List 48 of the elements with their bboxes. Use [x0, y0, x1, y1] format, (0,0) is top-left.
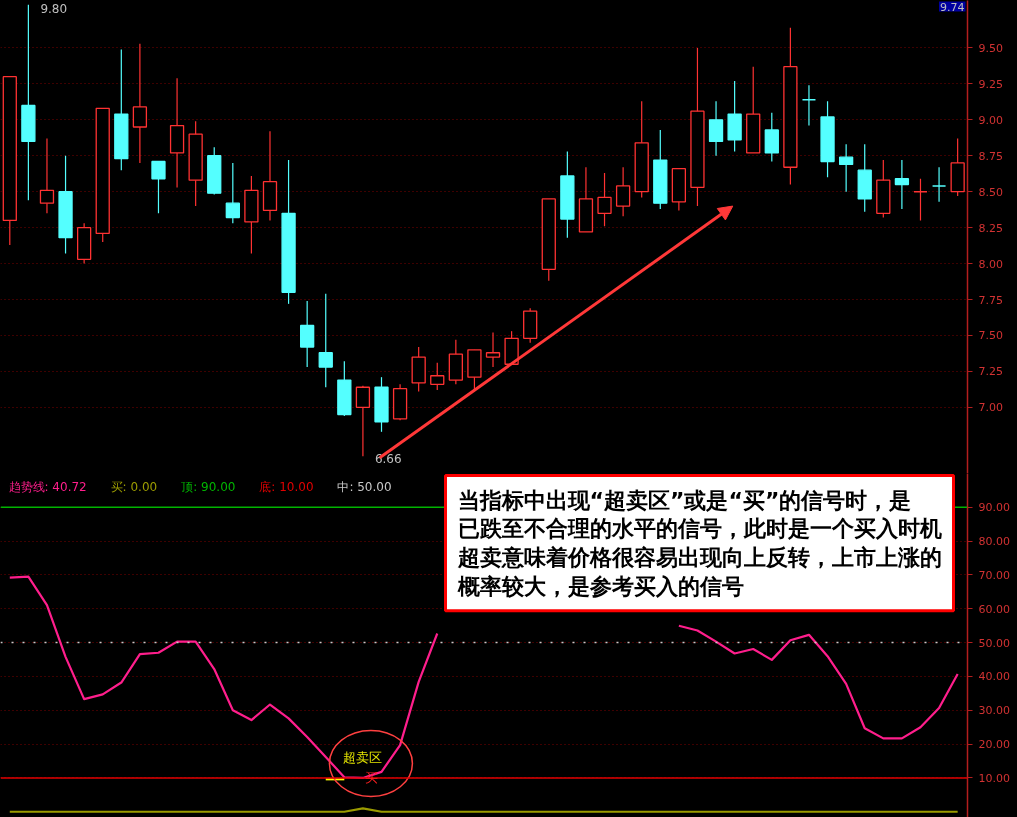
- ref-line-label: 顶: 90.00: [181, 479, 236, 494]
- candlestick: [300, 300, 315, 368]
- y-tick-label: 70.00: [978, 568, 1010, 582]
- candlestick: [615, 166, 631, 217]
- annotation: 超卖区: [343, 750, 383, 766]
- annotation: 当指标中出现“超卖区”或是“买”的信号时，是已跌至不合理的水平的信号，此时是一个买入时机超卖意味着价格很容易出现向上反转，上市上涨的概率较大，是参考买入的信号: [456, 487, 942, 599]
- candlestick: [355, 385, 371, 457]
- annotation: 9.74: [940, 0, 965, 14]
- candlestick: [801, 84, 817, 127]
- ref-line-label: 底: 10.00: [259, 479, 314, 494]
- y-tick-label: 7.75: [978, 293, 1003, 307]
- y-tick-label: 8.50: [978, 185, 1003, 199]
- y-tick-label: 8.00: [978, 257, 1003, 271]
- candlestick: [485, 332, 501, 368]
- y-tick-label: 40.00: [978, 670, 1010, 684]
- ref-line-label: 中: 50.00: [337, 479, 392, 494]
- y-tick-label: 9.00: [978, 113, 1003, 127]
- y-tick-label: 7.25: [978, 365, 1003, 379]
- candlestick: [132, 43, 148, 164]
- candlestick: [764, 112, 779, 163]
- y-tick-label: 60.00: [978, 602, 1010, 616]
- y-tick-label: 50.00: [978, 636, 1010, 650]
- annotation: 9.80: [40, 2, 68, 17]
- y-tick-label: 7.00: [978, 401, 1003, 415]
- candlestick: [225, 162, 240, 224]
- candlestick: [931, 166, 947, 203]
- candlestick: [318, 293, 333, 388]
- text: 趋势线: 40.72: [8, 479, 87, 494]
- y-tick-label: 80.00: [978, 535, 1010, 549]
- y-tick-label: 20.00: [978, 738, 1010, 752]
- y-tick-label: 7.50: [978, 329, 1003, 343]
- candlestick: [39, 137, 55, 214]
- annotation: 6.66: [374, 451, 402, 466]
- y-tick-label: 10.00: [978, 771, 1010, 785]
- candlestick: [151, 160, 166, 214]
- y-tick-label: 9.50: [978, 41, 1003, 55]
- candlestick: [894, 159, 910, 210]
- candlestick: [838, 143, 854, 193]
- candlestick: [430, 362, 445, 391]
- y-tick-label: 30.00: [978, 704, 1010, 718]
- y-tick-label: 9.25: [978, 77, 1003, 91]
- y-tick-label: 8.75: [978, 149, 1003, 163]
- text: 买: 0.00: [110, 479, 158, 494]
- candlestick: [597, 172, 612, 227]
- candlestick: [708, 100, 724, 157]
- candlestick: [913, 178, 928, 222]
- y-tick-label: 8.25: [978, 221, 1003, 235]
- y-tick-label: 90.00: [978, 501, 1010, 515]
